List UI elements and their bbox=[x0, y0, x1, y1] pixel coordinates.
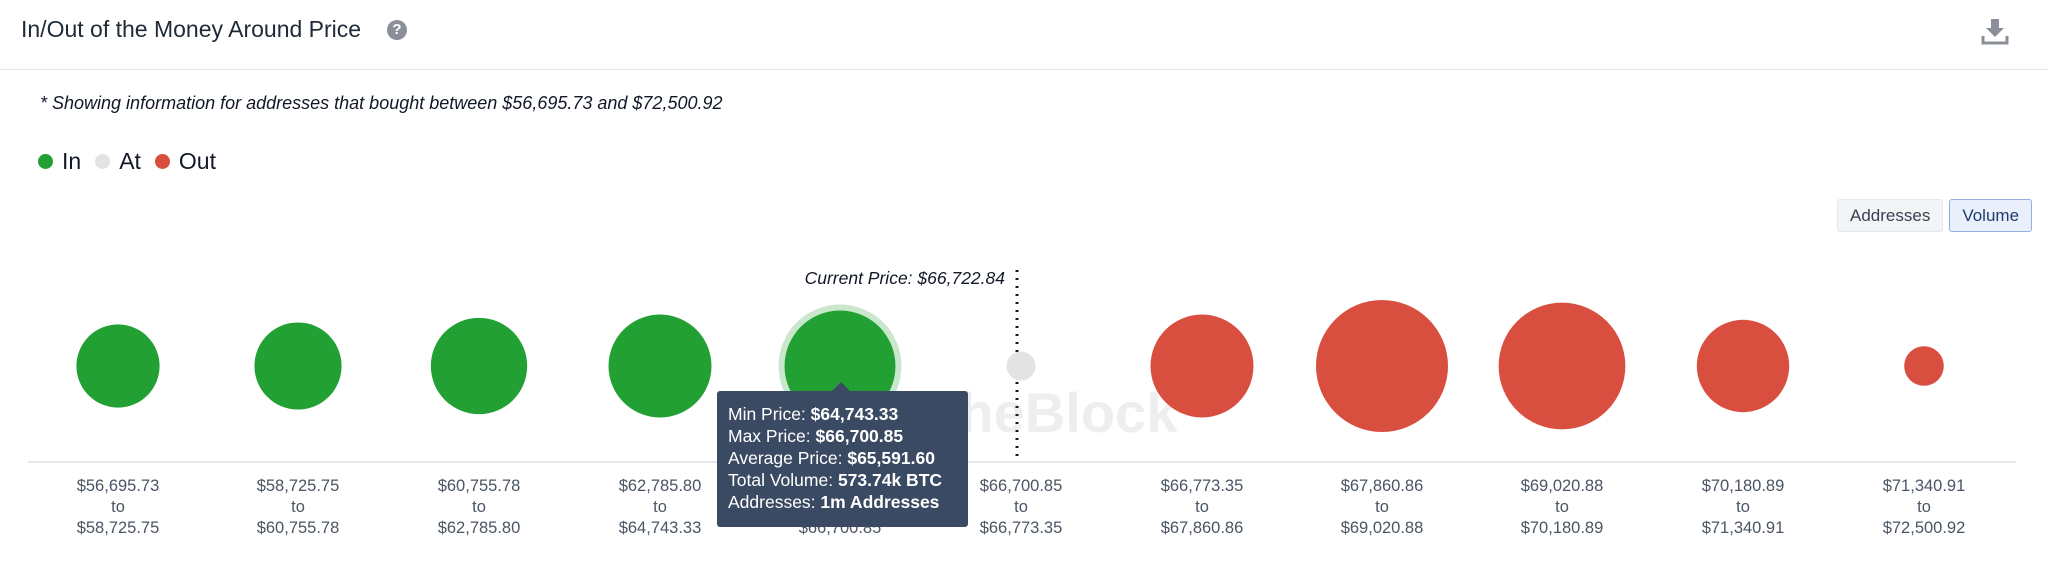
range-max-label: $62,785.80 bbox=[438, 519, 521, 537]
tooltip-addr-row: Addresses: 1m Addresses bbox=[728, 491, 957, 513]
legend-dot-in bbox=[38, 154, 53, 169]
legend-label-in: In bbox=[62, 148, 82, 174]
range-max-label: $72,500.92 bbox=[1883, 519, 1966, 537]
download-icon[interactable] bbox=[1980, 16, 2010, 46]
addresses-button[interactable]: Addresses bbox=[1837, 199, 1944, 232]
range-max-label: $60,755.78 bbox=[257, 519, 340, 537]
range-min-label: $56,695.73 bbox=[77, 477, 160, 495]
tooltip-max-value: $66,700.85 bbox=[815, 426, 904, 446]
tooltip-min-row: Min Price: $64,743.33 bbox=[728, 403, 957, 425]
tooltip-avg-row: Average Price: $65,591.60 bbox=[728, 447, 957, 469]
tooltip: Min Price: $64,743.33 Max Price: $66,700… bbox=[717, 382, 968, 527]
range-to-label: to bbox=[291, 498, 305, 516]
range-max-label: $70,180.89 bbox=[1521, 519, 1604, 537]
tooltip-max-row: Max Price: $66,700.85 bbox=[728, 425, 957, 447]
legend-dot-at bbox=[95, 154, 111, 169]
legend: In At Out bbox=[38, 148, 230, 175]
tooltip-vol-value: 573.74k BTC bbox=[837, 470, 943, 490]
bubble-out-10 bbox=[1904, 346, 1944, 386]
tooltip-addr-value: 1m Addresses bbox=[820, 492, 940, 512]
chart-title: In/Out of the Money Around Price bbox=[21, 16, 362, 42]
legend-item-out[interactable]: Out bbox=[154, 148, 216, 175]
range-min-label: $71,340.91 bbox=[1883, 477, 1966, 495]
bubble-out-7 bbox=[1316, 300, 1448, 432]
legend-item-at[interactable]: At bbox=[95, 148, 141, 175]
range-to-label: to bbox=[472, 498, 486, 516]
chart-header: In/Out of the Money Around Price ? bbox=[0, 0, 2048, 70]
tooltip-addr-label: Addresses: bbox=[728, 492, 816, 512]
range-to-label: to bbox=[653, 498, 667, 516]
tooltip-avg-value: $65,591.60 bbox=[847, 448, 935, 468]
bubble-out-9 bbox=[1696, 319, 1790, 413]
range-max-label: $67,860.86 bbox=[1161, 519, 1244, 537]
volume-button[interactable]: Volume bbox=[1949, 199, 2033, 232]
tooltip-avg-label: Average Price: bbox=[728, 448, 843, 468]
range-max-label: $64,743.33 bbox=[619, 519, 702, 537]
range-min-label: $70,180.89 bbox=[1702, 477, 1785, 495]
bubble-in-0 bbox=[76, 324, 160, 408]
range-to-label: to bbox=[1375, 498, 1389, 516]
legend-label-at: At bbox=[119, 148, 141, 174]
range-note: * Showing information for addresses that… bbox=[40, 93, 723, 113]
range-min-label: $66,773.35 bbox=[1161, 477, 1244, 495]
range-min-label: $66,700.85 bbox=[980, 477, 1063, 495]
range-min-label: $69,020.88 bbox=[1521, 477, 1604, 495]
tooltip-max-label: Max Price: bbox=[728, 426, 811, 446]
metric-toggle: Addresses Volume bbox=[1837, 199, 2033, 232]
range-max-label: $71,340.91 bbox=[1702, 519, 1785, 537]
bubble-at-5 bbox=[1006, 351, 1036, 381]
legend-item-in[interactable]: In bbox=[38, 148, 81, 175]
range-to-label: to bbox=[111, 498, 125, 516]
range-min-label: $60,755.78 bbox=[438, 477, 521, 495]
range-to-label: to bbox=[1736, 498, 1750, 516]
tooltip-min-value: $64,743.33 bbox=[810, 404, 899, 424]
bubble-in-2 bbox=[430, 317, 528, 415]
range-to-label: to bbox=[1917, 498, 1931, 516]
bubble-in-1 bbox=[254, 322, 342, 410]
tooltip-vol-row: Total Volume: 573.74k BTC bbox=[728, 469, 957, 491]
range-max-label: $66,773.35 bbox=[980, 519, 1063, 537]
range-min-label: $67,860.86 bbox=[1341, 477, 1424, 495]
range-min-label: $58,725.75 bbox=[257, 477, 340, 495]
bubble-out-8 bbox=[1498, 302, 1626, 430]
bubble-out-6 bbox=[1150, 314, 1254, 418]
tooltip-vol-label: Total Volume: bbox=[728, 470, 834, 490]
range-to-label: to bbox=[1555, 498, 1569, 516]
bubble-in-3 bbox=[608, 314, 712, 418]
legend-dot-out bbox=[154, 154, 170, 169]
range-to-label: to bbox=[1014, 498, 1028, 516]
range-min-label: $62,785.80 bbox=[619, 477, 702, 495]
question-circle-icon[interactable]: ? bbox=[387, 20, 407, 40]
range-max-label: $69,020.88 bbox=[1341, 519, 1424, 537]
range-max-label: $58,725.75 bbox=[77, 519, 160, 537]
current-price-label: Current Price: $66,722.84 bbox=[805, 268, 1006, 288]
legend-label-out: Out bbox=[178, 148, 216, 174]
tooltip-min-label: Min Price: bbox=[728, 404, 806, 424]
range-to-label: to bbox=[1195, 498, 1209, 516]
